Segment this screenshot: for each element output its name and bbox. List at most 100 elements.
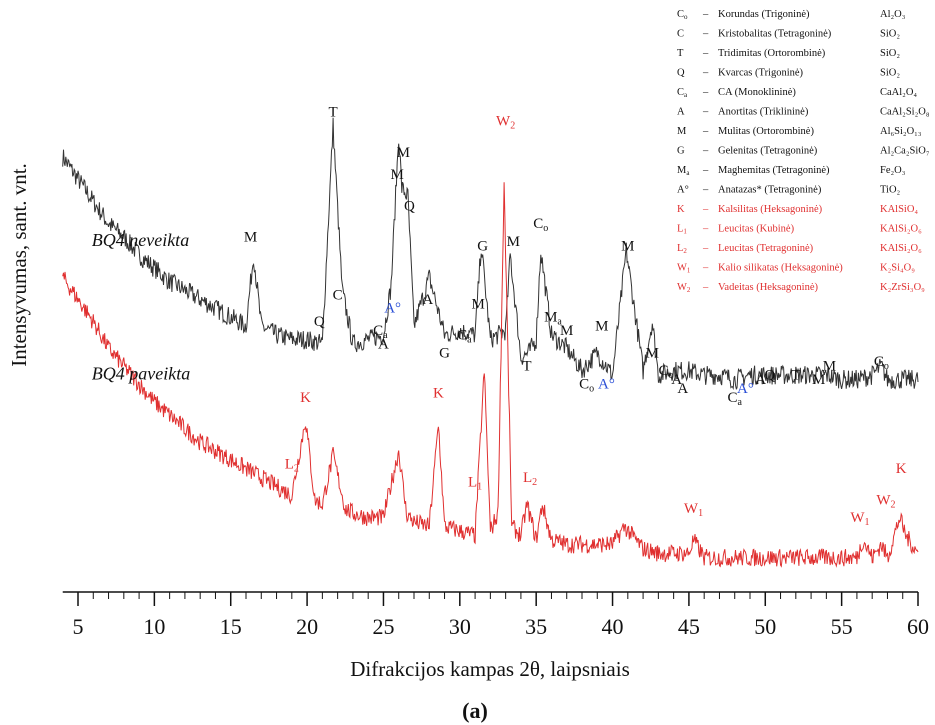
peak-label-red: K [300, 390, 311, 406]
legend-symbol: G [677, 146, 685, 157]
x-tick-label: 60 [907, 614, 929, 639]
legend-dash: – [702, 282, 709, 293]
series-layer [62, 117, 919, 568]
legend-entry: K – Kalsilitas (Heksagoninė) KAlSiO₄ [677, 204, 918, 215]
legend-symbol: Co [677, 9, 688, 21]
peak-label-black: M [646, 345, 659, 361]
peak-label-black: A [422, 292, 433, 308]
legend-entry: L1 – Leucitas (Kubinė) KAlSi₂O₆ [677, 224, 922, 236]
x-tick-label: 10 [143, 614, 165, 639]
legend-formula: KAlSi₂O₆ [880, 224, 922, 235]
legend-symbol: T [677, 48, 684, 59]
peak-label-black: A [677, 381, 688, 397]
legend-symbol: A [677, 107, 685, 118]
legend-entry: T – Tridimitas (Ortorombinė) SiO₂ [677, 48, 900, 59]
peak-label-red: L2 [523, 470, 537, 488]
series-label-bq4-paveikta: BQ4 paveikta [92, 364, 190, 384]
legend-entry: G – Gelenitas (Tetragoninė) Al₂Ca₂SiO₇ [677, 146, 930, 157]
legend-formula: K₂ZrSi₃O₉ [880, 282, 925, 293]
peak-label-black: M [507, 234, 520, 250]
peak-label-black: Co [533, 216, 548, 234]
legend-formula: CaAl₂O₄ [880, 87, 917, 98]
legend-name: Leucitas (Kubinė) [718, 224, 795, 235]
legend-formula: SiO₂ [880, 29, 900, 40]
legend-dash: – [702, 204, 709, 215]
legend-symbol: A° [677, 185, 689, 196]
legend-dash: – [702, 243, 709, 254]
x-tick-label: 50 [754, 614, 776, 639]
legend-dash: – [702, 9, 709, 20]
legend-dash: – [702, 185, 709, 196]
legend-formula: SiO₂ [880, 68, 900, 79]
legend-dash: – [702, 165, 709, 176]
legend-symbol: W1 [677, 263, 691, 275]
legend-entry: L2 – Leucitas (Tetragoninė) KAlSi₂O₆ [677, 243, 922, 255]
x-tick-label: 45 [678, 614, 700, 639]
x-tick-label: 20 [296, 614, 318, 639]
peak-label-black: G [477, 238, 488, 254]
legend-name: Kristobalitas (Tetragoninė) [718, 29, 832, 40]
y-axis-title: Intensyvumas, sant. vnt. [7, 163, 31, 367]
legend-entry: Ca – CA (Monoklininė) CaAl₂O₄ [677, 87, 917, 99]
legend-symbol: K [677, 204, 685, 215]
legend-dash: – [702, 48, 709, 59]
peak-label-red: W2 [876, 492, 895, 510]
peak-label-black: A [755, 372, 766, 388]
peak-label-black: M [397, 145, 410, 161]
series-label-bq4-neveikta: BQ4 neveikta [92, 230, 189, 250]
legend-formula: KAlSi₂O₆ [880, 243, 922, 254]
legend-symbol: L2 [677, 243, 687, 255]
legend-dash: – [702, 146, 709, 157]
legend-dash: – [702, 87, 709, 98]
legend-entry: A – Anortitas (Triklininė) CaAl₂Si₂O₈ [677, 107, 930, 118]
legend-name: Maghemitas (Tetragoninė) [718, 165, 830, 176]
peak-label-black: Co [874, 354, 889, 372]
legend-dash: – [702, 107, 709, 118]
legend-name: Anortitas (Triklininė) [718, 107, 809, 118]
peak-label-red: W1 [684, 501, 703, 519]
legend-name: Korundas (Trigoninė) [718, 9, 810, 20]
peak-label-black: M [595, 319, 608, 335]
peak-label-red: W1 [850, 510, 869, 528]
legend-dash: – [702, 126, 709, 137]
legend-formula: Al₂Ca₂SiO₇ [880, 146, 930, 157]
legend-formula: Al₂O₃ [880, 9, 906, 20]
legend-name: Vadeitas (Heksagoninė) [718, 282, 819, 293]
x-tick-label: 55 [831, 614, 853, 639]
legend-symbol: L1 [677, 224, 687, 236]
x-axis: 5 10 15 20 25 30 35 40 45 50 55 60 [62, 591, 929, 639]
legend-symbol: Q [677, 68, 685, 79]
peak-label-black: M [244, 229, 257, 245]
peak-label-red: L1 [468, 474, 482, 492]
peak-label-black: T [328, 105, 337, 121]
peak-label-black: M [560, 323, 573, 339]
legend-name: Kvarcas (Trigoninė) [718, 68, 804, 79]
peak-label-blue: A° [384, 301, 401, 317]
peak-label-black: G [439, 345, 450, 361]
legend-entry: Co – Korundas (Trigoninė) Al₂O₃ [677, 9, 906, 21]
series-line-bq4-neveikta [62, 117, 919, 391]
legend-dash: – [702, 224, 709, 235]
legend-entry: W2– Vadeitas (Heksagoninė) K₂ZrSi₃O₉ [677, 282, 925, 294]
peak-label-black: Q [764, 368, 775, 384]
peak-label-red: K [433, 385, 444, 401]
peak-label-black: Q [404, 198, 415, 214]
legend-name: Kalio silikatas (Heksagoninė) [718, 263, 843, 274]
legend-dash: – [702, 68, 709, 79]
legend-symbol: W2 [677, 282, 691, 294]
legend-formula: Al₆Si₂O₁₃ [880, 126, 922, 137]
peak-label-black: T [791, 368, 800, 384]
x-tick-label: 30 [449, 614, 471, 639]
x-axis-title: Difrakcijos kampas 2θ, laipsniais [350, 657, 630, 681]
legend-name: Anatazas* (Tetragoninė) [718, 185, 822, 196]
peak-label-black: Co [579, 376, 594, 394]
peak-label-red: K [896, 461, 907, 477]
legend-dash: – [702, 29, 709, 40]
x-tick-label: 15 [220, 614, 242, 639]
legend-entry: W1– Kalio silikatas (Heksagoninė) K₂Si₄O₉ [677, 263, 915, 275]
legend-name: Kalsilitas (Heksagoninė) [718, 204, 823, 215]
legend-formula: Fe₂O₃ [880, 165, 906, 176]
legend-formula: K₂Si₄O₉ [880, 263, 915, 274]
series-line-bq4-paveikta [62, 182, 919, 568]
